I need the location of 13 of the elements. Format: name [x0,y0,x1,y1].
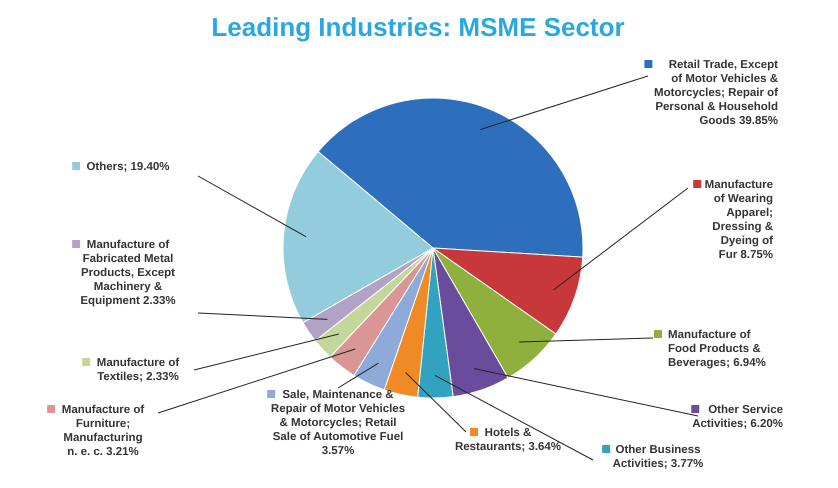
legend-label: Hotels & Restaurants; 3.64% [454,427,562,453]
legend-label: Retail Trade, Except of Motor Vehicles & Motorcycles; Repair of Personal & Household Goods 39.85% [654,59,778,127]
legend-label: Manufacture of Textiles; 2.33% [96,357,180,383]
legend-label: Manufacture of Fabricated Metal Products, Except Machinery & Equipment 2.33% [80,239,176,307]
legend-label: Manufacture of Food Products & Beverages; 6.94% [668,329,766,369]
chart-title: Leading Industries: MSME Sector [210,12,626,43]
legend-label: Manufacture of Furniture; Manufacturing n. e. c. 3.21% [62,404,144,458]
legend-label: Sale, Maintenance & Repair of Motor Vehicles & Motorcycles; Retail Sale of Automotive Fuel [270,389,406,443]
legend-label: Other Service Activities; 6.20% [692,404,783,430]
legend-label: Manufacture of Wearing Apparel; Dressing & Dyeing of Fur 8.75% [704,179,774,261]
legend-label: Other Business Activities; 3.77% [612,444,704,470]
legend-label: Others; 19.40% [86,161,170,173]
data-label: 3.57% [322,445,354,457]
